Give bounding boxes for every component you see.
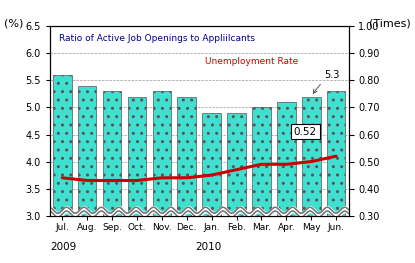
Text: 2009: 2009 bbox=[50, 242, 76, 252]
Bar bbox=[53, 75, 71, 263]
Bar bbox=[152, 91, 171, 263]
Text: 5.3: 5.3 bbox=[313, 70, 339, 93]
Bar bbox=[78, 86, 96, 263]
Bar bbox=[327, 91, 345, 263]
Bar bbox=[302, 97, 320, 263]
Bar bbox=[227, 113, 246, 263]
Bar bbox=[202, 113, 221, 263]
Bar bbox=[127, 97, 146, 263]
Bar bbox=[177, 97, 196, 263]
Text: 2010: 2010 bbox=[195, 242, 221, 252]
Text: (%): (%) bbox=[4, 18, 24, 28]
Bar bbox=[252, 108, 271, 263]
Text: 0.52: 0.52 bbox=[294, 127, 317, 136]
Text: (Times): (Times) bbox=[369, 18, 411, 28]
Text: Unemployment Rate: Unemployment Rate bbox=[205, 57, 298, 65]
Text: Ratio of Active Job Openings to Appliilcants: Ratio of Active Job Openings to Appliilc… bbox=[59, 34, 255, 43]
Bar bbox=[103, 91, 121, 263]
Bar bbox=[277, 102, 295, 263]
